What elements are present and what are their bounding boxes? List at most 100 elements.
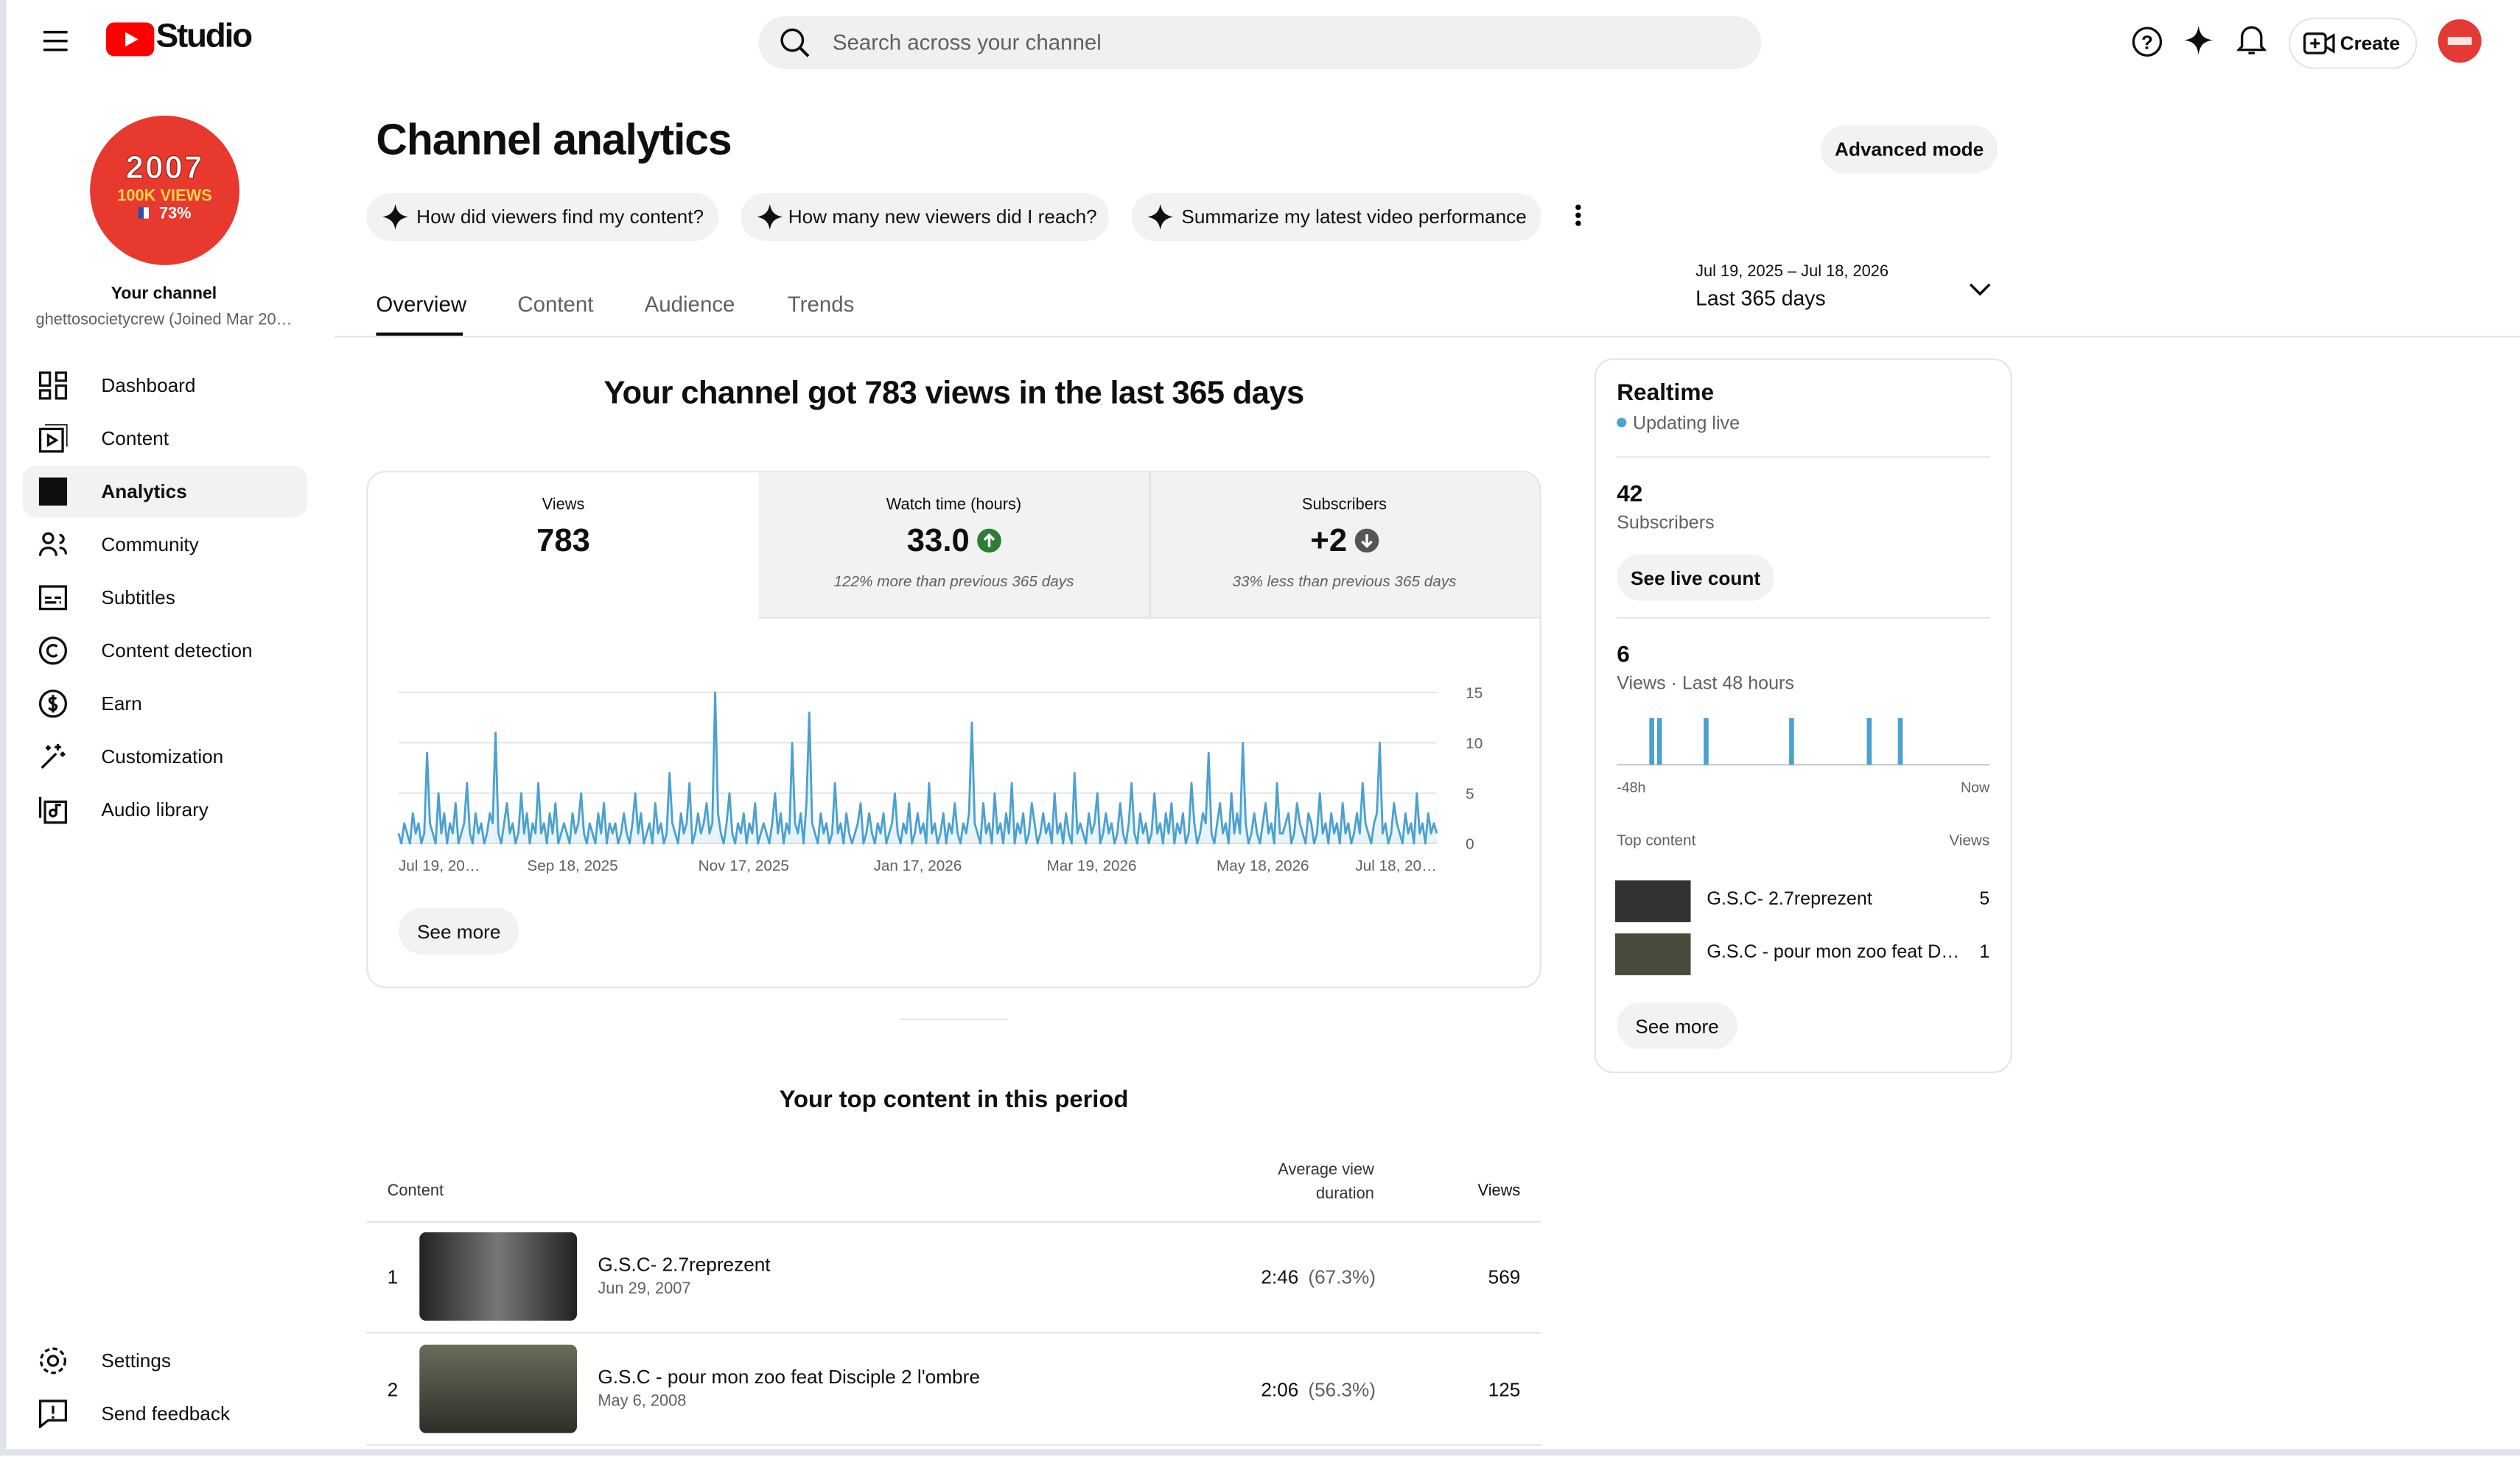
live-dot	[1617, 418, 1627, 428]
see-more-button[interactable]: See more	[1617, 1003, 1737, 1050]
sparkle-icon	[757, 204, 783, 230]
more-button[interactable]	[1572, 203, 1584, 228]
suggestion-chip[interactable]: How did viewers find my content?	[366, 192, 718, 242]
avg-duration: 2:46	[1261, 1265, 1299, 1289]
suggestion-label: How did viewers find my content?	[416, 206, 704, 228]
video-date: Jun 29, 2007	[598, 1280, 691, 1299]
dropdown-icon[interactable]	[1969, 281, 1992, 298]
thumbnail[interactable]	[1615, 933, 1691, 975]
nav-item[interactable]: Content	[23, 413, 307, 465]
bar	[1656, 717, 1662, 765]
headline: Your channel got 783 views in the last 3…	[603, 376, 1304, 412]
divider	[1149, 472, 1151, 617]
video-title[interactable]: G.S.C - pour mon zoo feat D…	[1707, 943, 1960, 963]
thumbnail[interactable]	[419, 1344, 578, 1433]
help-icon[interactable]: ?	[2131, 26, 2163, 58]
nav-item[interactable]: Subtitles	[23, 572, 307, 623]
video-title[interactable]: G.S.C - pour mon zoo feat Disciple 2 l'o…	[598, 1365, 980, 1388]
x-tick-label: Jul 18, 20…	[1355, 857, 1437, 874]
metric-label: Views	[542, 496, 585, 514]
live-status: Updating live	[1617, 415, 1740, 434]
tab[interactable]: Content	[517, 292, 594, 317]
video-title[interactable]: G.S.C- 2.7reprezent	[1707, 890, 1872, 910]
see-more-button[interactable]: See more	[398, 907, 519, 955]
nav-label: Send feedback	[101, 1402, 231, 1425]
create-label: Create	[2339, 32, 2401, 55]
search-placeholder: Search across your channel	[832, 30, 1102, 55]
line	[397, 691, 1438, 845]
bar	[1866, 717, 1872, 765]
x-tick-label: Now	[1961, 779, 1990, 796]
channel-name: ghettosocietycrew (Joined Mar 20…	[35, 312, 293, 330]
see-live-count-button[interactable]: See live count	[1617, 554, 1774, 601]
nav-item[interactable]: Customization	[23, 731, 307, 782]
suggestion-chip[interactable]: How many new viewers did I reach?	[741, 192, 1109, 242]
icon-path	[38, 636, 68, 665]
metric-value: +2	[1310, 524, 1348, 560]
bar	[1704, 717, 1709, 765]
subscriber-count: 42	[1617, 482, 1643, 508]
avatar-pct: 73%	[158, 206, 192, 224]
x-tick-label: Jan 17, 2026	[874, 857, 962, 874]
channel-avatar[interactable]: 2007 100K VIEWS 73%	[90, 116, 239, 265]
divider	[366, 1444, 1541, 1447]
date-range[interactable]: Jul 19, 2025 – Jul 18, 2026	[1695, 263, 1889, 281]
icon-path	[38, 424, 68, 453]
window-edge	[0, 0, 7, 1456]
nav-label: Settings	[101, 1349, 171, 1372]
video-views: 125	[1488, 1378, 1521, 1401]
period-label[interactable]: Last 365 days	[1695, 286, 1826, 310]
create-button[interactable]: Create	[2288, 17, 2418, 69]
tab[interactable]: Audience	[644, 292, 735, 317]
nav-item[interactable]: Community	[23, 519, 307, 571]
realtime-title: Realtime	[1617, 380, 1715, 407]
ai-icon[interactable]	[2184, 25, 2213, 55]
divider	[366, 1332, 1541, 1334]
icon-path	[38, 532, 68, 556]
notifications-icon[interactable]	[2237, 24, 2267, 57]
nav-item[interactable]: Send feedback	[23, 1388, 307, 1439]
account-avatar[interactable]	[2437, 19, 2482, 63]
nav-icon	[38, 636, 68, 665]
y-tick-label: 5	[1466, 785, 1474, 802]
tab[interactable]: Trends	[787, 292, 855, 317]
icon-path	[38, 371, 68, 400]
nav-item[interactable]: Content detection	[23, 625, 307, 676]
video-views: 569	[1488, 1265, 1521, 1289]
icon-path	[38, 689, 68, 718]
nav-item[interactable]: Audio library	[23, 784, 307, 835]
menu-button[interactable]	[42, 29, 69, 53]
window-edge	[0, 1449, 2520, 1456]
advanced-mode-button[interactable]: Advanced mode	[1821, 125, 1998, 174]
tab[interactable]: Overview	[376, 292, 467, 317]
nav-icon	[38, 477, 68, 506]
x-tick-label: Nov 17, 2025	[699, 857, 789, 874]
realtime-chart: -48h Now	[1617, 717, 1990, 796]
suggestion-chip[interactable]: Summarize my latest video performance	[1131, 192, 1541, 242]
nav-item[interactable]: Earn	[23, 678, 307, 729]
nav-item[interactable]: Dashboard	[23, 360, 307, 412]
nav-item[interactable]: Analytics	[22, 466, 307, 518]
y-tick-label: 15	[1466, 685, 1483, 702]
nav-icon	[38, 689, 68, 718]
x-tick-label: May 18, 2026	[1217, 857, 1309, 874]
nav-label: Earn	[101, 692, 142, 715]
flag	[138, 207, 155, 219]
logo-icon[interactable]	[105, 22, 155, 57]
logo-text[interactable]: Studio	[155, 17, 253, 55]
y-tick-label: 10	[1466, 735, 1483, 752]
metric-value: 783	[536, 524, 590, 560]
nav-item[interactable]: Settings	[23, 1335, 307, 1387]
column-header: Content	[387, 1182, 444, 1201]
thumbnail[interactable]	[1615, 880, 1691, 922]
nav-icon	[39, 1347, 66, 1375]
thumbnail[interactable]	[419, 1232, 578, 1321]
live-label: Updating live	[1633, 414, 1740, 434]
video-title[interactable]: G.S.C- 2.7reprezent	[598, 1253, 771, 1276]
views-chart: 0 5 10 15 Jul 19, 20… Sep 18, 2025 Nov 17, 202…	[397, 685, 1483, 874]
avatar-year: 2007	[125, 150, 204, 187]
divider	[334, 335, 2520, 338]
search-box[interactable]: Search across your channel	[758, 15, 1762, 69]
bar	[1789, 717, 1794, 765]
